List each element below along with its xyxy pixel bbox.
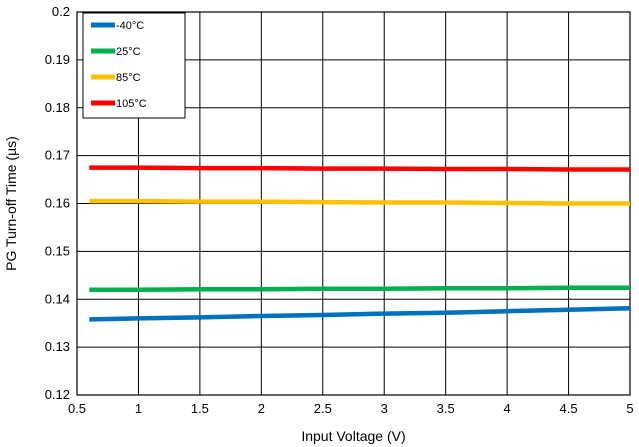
series-line-85c [89,198,630,206]
legend-label: -40°C [116,20,144,32]
legend: -40°C 25°C 85°C 105°C [82,12,186,119]
x-tick-label: 1 [135,401,142,416]
x-tick-label: 5 [626,401,633,416]
x-tick-label: 3 [381,401,388,416]
y-tick-label: 0.14 [45,291,70,306]
x-tick-label: 0.5 [68,401,86,416]
x-axis-label: Input Voltage (V) [301,428,405,444]
series-line-105c [89,165,630,172]
y-tick-label: 0.18 [45,100,70,115]
x-tick-label: 1.5 [191,401,209,416]
x-tick-label: 4 [503,401,510,416]
series-line-25c [89,285,630,292]
gridlines [76,11,631,396]
x-tick-label: 2 [258,401,265,416]
y-tick-label: 0.17 [45,148,70,163]
y-axis-ticks: 0.12 0.13 0.14 0.15 0.16 0.17 0.18 0.19 0.2 [45,4,70,402]
legend-label: 25°C [116,46,141,58]
y-tick-label: 0.12 [45,387,70,402]
y-tick-label: 0.13 [45,339,70,354]
x-axis-ticks: 0.5 1 1.5 2 2.5 3 3.5 4 4.5 5 [68,401,634,416]
y-tick-label: 0.2 [52,4,70,19]
legend-label: 105°C [116,98,147,110]
y-tick-label: 0.16 [45,196,70,211]
y-axis-label: PG Turn-off Time (µs) [3,136,19,271]
series-lines [89,165,631,322]
series-line-40c [89,306,631,322]
y-tick-label: 0.19 [45,52,70,67]
x-tick-label: 2.5 [314,401,332,416]
x-tick-label: 3.5 [437,401,455,416]
x-tick-label: 4.5 [560,401,578,416]
legend-label: 85°C [116,72,141,84]
y-tick-label: 0.15 [45,243,70,258]
